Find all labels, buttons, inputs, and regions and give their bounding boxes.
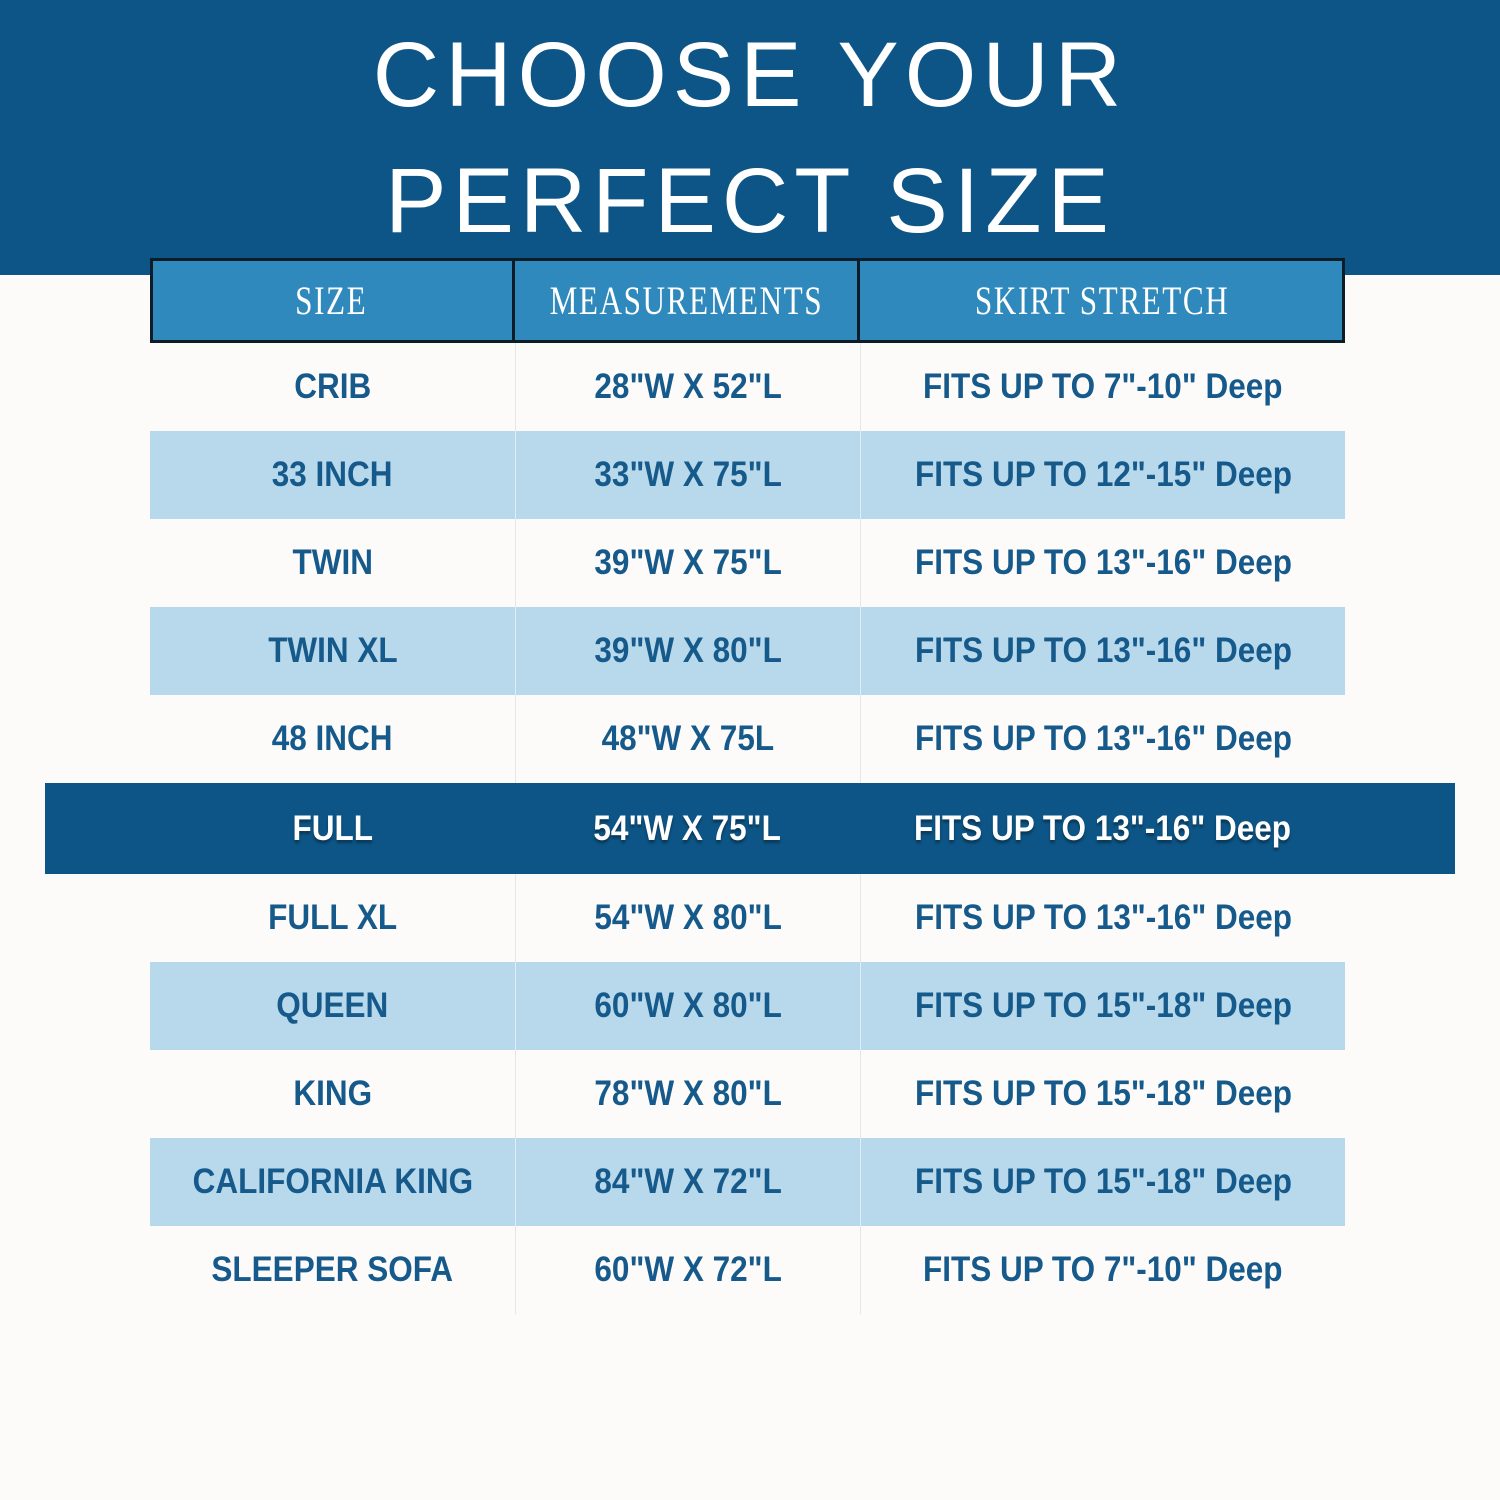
stretch-cell: FITS UP TO 13"-16" Deep: [860, 519, 1345, 607]
table-row-queen: QUEEN 60"W X 80"L FITS UP TO 15"-18" Dee…: [150, 962, 1345, 1050]
measurements-value: 48"W X 75L: [601, 719, 775, 758]
measurements-value: 39"W X 80"L: [594, 631, 782, 670]
column-header-measurements: MEASUREMENTS: [515, 258, 860, 343]
size-cell: FULL XL: [150, 874, 515, 962]
measurements-value: 84"W X 72"L: [594, 1162, 782, 1201]
page-title-line-2: PERFECT SIZE: [385, 149, 1115, 252]
measurements-cell: 33"W X 75"L: [515, 431, 860, 519]
table-row-33-inch: 33 INCH 33"W X 75"L FITS UP TO 12"-15" D…: [150, 431, 1345, 519]
stretch-value: FITS UP TO 13"-16" Deep: [914, 543, 1292, 582]
size-value: TWIN: [292, 543, 373, 582]
size-value: FULL XL: [268, 898, 397, 937]
size-cell: QUEEN: [150, 962, 515, 1050]
column-header-skirt-stretch: SKIRT STRETCH: [860, 258, 1345, 343]
measurements-value: 60"W X 80"L: [594, 986, 782, 1025]
size-cell: CALIFORNIA KING: [150, 1138, 515, 1226]
size-value: CRIB: [293, 367, 372, 406]
stretch-cell: FITS UP TO 7"-10" Deep: [860, 343, 1345, 431]
measurements-value: 33"W X 75"L: [594, 455, 782, 494]
size-cell: 48 INCH: [150, 695, 515, 783]
size-cell: CRIB: [150, 343, 515, 431]
measurements-value: 78"W X 80"L: [594, 1074, 782, 1113]
stretch-cell: FITS UP TO 13"-16" Deep: [860, 874, 1345, 962]
measurements-value: 54"W X 75"L: [593, 808, 782, 848]
table-row-48-inch: 48 INCH 48"W X 75L FITS UP TO 13"-16" De…: [150, 695, 1345, 783]
column-header-size-label: SIZE: [294, 278, 368, 323]
size-chart-table: SIZE MEASUREMENTS SKIRT STRETCH CRIB 28"…: [45, 258, 1455, 1314]
measurements-cell: 54"W X 80"L: [515, 874, 860, 962]
size-cell: 33 INCH: [150, 431, 515, 519]
stretch-cell: FITS UP TO 15"-18" Deep: [860, 1050, 1345, 1138]
stretch-value: FITS UP TO 7"-10" Deep: [923, 367, 1283, 406]
stretch-value: FITS UP TO 12"-15" Deep: [914, 455, 1292, 494]
stretch-value: FITS UP TO 7"-10" Deep: [923, 1250, 1283, 1289]
table-row-crib: CRIB 28"W X 52"L FITS UP TO 7"-10" Deep: [150, 343, 1345, 431]
stretch-cell: FITS UP TO 12"-15" Deep: [860, 431, 1345, 519]
size-cell: FULL: [150, 783, 515, 874]
measurements-cell: 39"W X 80"L: [515, 607, 860, 695]
measurements-value: 28"W X 52"L: [594, 367, 782, 406]
size-cell: SLEEPER SOFA: [150, 1226, 515, 1314]
stretch-value: FITS UP TO 13"-16" Deep: [914, 719, 1292, 758]
size-value: QUEEN: [276, 986, 389, 1025]
table-header-row: SIZE MEASUREMENTS SKIRT STRETCH: [150, 258, 1345, 343]
table-row-sleeper-sofa: SLEEPER SOFA 60"W X 72"L FITS UP TO 7"-1…: [150, 1226, 1345, 1314]
size-value: SLEEPER SOFA: [211, 1250, 454, 1289]
measurements-cell: 39"W X 75"L: [515, 519, 860, 607]
stretch-value: FITS UP TO 15"-18" Deep: [914, 986, 1292, 1025]
measurements-cell: 54"W X 75"L: [515, 783, 860, 874]
stretch-cell: FITS UP TO 7"-10" Deep: [860, 1226, 1345, 1314]
measurements-value: 54"W X 80"L: [594, 898, 782, 937]
size-value: 33 INCH: [272, 455, 393, 494]
stretch-cell: FITS UP TO 13"-16" Deep: [860, 607, 1345, 695]
stretch-value: FITS UP TO 13"-16" Deep: [914, 631, 1292, 670]
column-header-size: SIZE: [150, 258, 515, 343]
header-banner: CHOOSE YOUR PERFECT SIZE: [0, 0, 1500, 275]
column-header-skirt-stretch-label: SKIRT STRETCH: [975, 278, 1230, 323]
stretch-value: FITS UP TO 15"-18" Deep: [914, 1162, 1292, 1201]
table-row-california-king: CALIFORNIA KING 84"W X 72"L FITS UP TO 1…: [150, 1138, 1345, 1226]
table-row-full-xl: FULL XL 54"W X 80"L FITS UP TO 13"-16" D…: [150, 874, 1345, 962]
measurements-cell: 48"W X 75L: [515, 695, 860, 783]
table-row-full-highlighted: FULL 54"W X 75"L FITS UP TO 13"-16" Deep: [45, 783, 1455, 874]
stretch-cell: FITS UP TO 15"-18" Deep: [860, 962, 1345, 1050]
size-cell: TWIN XL: [150, 607, 515, 695]
stretch-value: FITS UP TO 13"-16" Deep: [913, 808, 1292, 848]
page-title-line-1: CHOOSE YOUR: [372, 23, 1128, 126]
measurements-value: 39"W X 75"L: [594, 543, 782, 582]
stretch-cell: FITS UP TO 13"-16" Deep: [860, 783, 1345, 874]
stretch-value: FITS UP TO 15"-18" Deep: [914, 1074, 1292, 1113]
size-cell: KING: [150, 1050, 515, 1138]
stretch-cell: FITS UP TO 15"-18" Deep: [860, 1138, 1345, 1226]
size-value: FULL: [292, 808, 373, 848]
size-cell: TWIN: [150, 519, 515, 607]
size-value: 48 INCH: [272, 719, 393, 758]
measurements-value: 60"W X 72"L: [594, 1250, 782, 1289]
size-value: CALIFORNIA KING: [192, 1162, 473, 1201]
measurements-cell: 78"W X 80"L: [515, 1050, 860, 1138]
stretch-cell: FITS UP TO 13"-16" Deep: [860, 695, 1345, 783]
column-header-measurements-label: MEASUREMENTS: [549, 278, 823, 323]
measurements-cell: 28"W X 52"L: [515, 343, 860, 431]
table-row-twin: TWIN 39"W X 75"L FITS UP TO 13"-16" Deep: [150, 519, 1345, 607]
table-row-king: KING 78"W X 80"L FITS UP TO 15"-18" Deep: [150, 1050, 1345, 1138]
size-value: TWIN XL: [267, 631, 398, 670]
size-value: KING: [293, 1074, 372, 1113]
measurements-cell: 84"W X 72"L: [515, 1138, 860, 1226]
measurements-cell: 60"W X 72"L: [515, 1226, 860, 1314]
table-row-twin-xl: TWIN XL 39"W X 80"L FITS UP TO 13"-16" D…: [150, 607, 1345, 695]
measurements-cell: 60"W X 80"L: [515, 962, 860, 1050]
stretch-value: FITS UP TO 13"-16" Deep: [914, 898, 1292, 937]
